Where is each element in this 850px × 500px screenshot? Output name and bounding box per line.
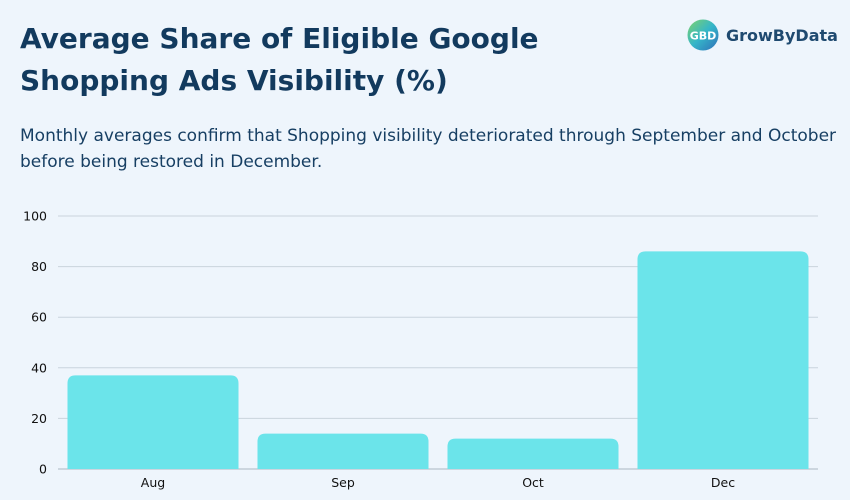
gbd-logo-icon: GBD xyxy=(687,19,719,51)
x-tick-label-sep: Sep xyxy=(331,475,355,490)
bar-aug xyxy=(67,375,239,469)
bar-oct xyxy=(447,438,619,469)
bars xyxy=(67,251,809,469)
y-tick-label: 100 xyxy=(23,209,47,224)
y-tick-label: 40 xyxy=(31,360,47,375)
y-tick-label: 80 xyxy=(31,259,47,274)
x-axis-ticks: Aug Sep Oct Dec xyxy=(141,475,735,490)
brand-logo: GBD GrowByData xyxy=(686,18,838,52)
x-tick-label-oct: Oct xyxy=(522,475,544,490)
chart-subtitle: Monthly averages confirm that Shopping v… xyxy=(20,126,837,172)
y-tick-label: 20 xyxy=(31,411,47,426)
chart-title: Average Share of Eligible Google Shoppin… xyxy=(20,22,539,97)
bar-dec xyxy=(637,251,809,469)
x-tick-label-aug: Aug xyxy=(141,475,165,490)
x-tick-label-dec: Dec xyxy=(711,475,735,490)
y-axis-ticks: 0 20 40 60 80 100 xyxy=(23,209,47,477)
gbd-logo-mark: GBD xyxy=(690,30,717,43)
y-tick-label: 60 xyxy=(31,310,47,325)
bar-sep xyxy=(257,433,429,469)
y-tick-label: 0 xyxy=(39,462,47,477)
brand-name: GrowByData xyxy=(726,25,838,45)
